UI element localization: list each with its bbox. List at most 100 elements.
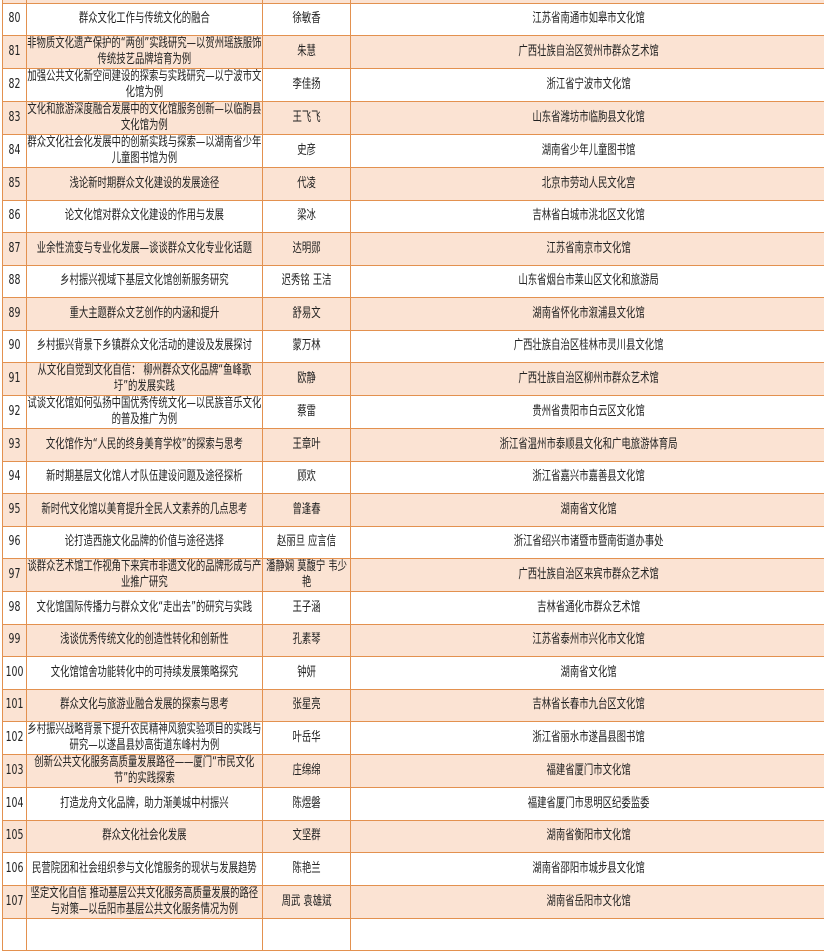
row-number: 99	[3, 632, 26, 648]
author: 朱慧	[263, 44, 350, 60]
paper-title-cell: 非物质文化遗产保护的“两创”实践研究—以贺州瑶族服饰传统技艺品牌培育为例	[27, 36, 263, 69]
author-cell: 蒙万林	[263, 330, 351, 363]
organization: 江苏省泰州市兴化市文化馆	[351, 632, 824, 648]
row-number: 80	[3, 11, 26, 27]
row-number: 106	[3, 861, 26, 877]
organization-cell: 湖南省邵阳市城步县文化馆	[351, 853, 824, 886]
row-number: 96	[3, 534, 26, 550]
author: 王章叶	[263, 437, 350, 453]
row-number-cell: 91	[3, 363, 27, 396]
paper-title-cell: 乡村振兴战略背景下提升农民精神风貌实验项目的实践与研究—以遂昌县妙高街道东峰村为…	[27, 722, 263, 755]
row-number-cell: 102	[3, 722, 27, 755]
author-cell: 曾逢春	[263, 494, 351, 527]
author-cell: 蔡雷	[263, 396, 351, 429]
paper-title: 从文化自觉到文化自信： 柳州群众文化品牌“鱼峰歌圩”的发展实践	[27, 363, 262, 395]
row-number-cell: 81	[3, 36, 27, 69]
paper-title: 新时代文化馆以美育提升全民人文素养的几点思考	[27, 502, 262, 518]
paper-title-cell: 群众文化工作与传统文化的融合	[27, 3, 263, 36]
row-number: 104	[3, 796, 26, 812]
row-number: 83	[3, 110, 26, 126]
author-cell: 赵丽旦 应言信	[263, 526, 351, 559]
organization: 浙江省温州市泰顺县文化和广电旅游体育局	[351, 437, 824, 453]
author: 史彦	[263, 143, 350, 159]
organization-cell: 吉林省白城市洮北区文化馆	[351, 200, 824, 233]
author: 代凌	[263, 176, 350, 192]
row-number-cell: 94	[3, 461, 27, 494]
paper-title-cell: 文化馆作为“人民的终身美育学校”的探索与思考	[27, 429, 263, 462]
author-cell: 张星亮	[263, 689, 351, 722]
author: 庄绵绵	[263, 763, 350, 779]
organization: 浙江省绍兴市诸暨市暨南街道办事处	[351, 534, 824, 550]
paper-title-cell: 创新公共文化服务高质量发展路径——厦门“市民文化节”的实践探索	[27, 755, 263, 788]
row-number-cell: 103	[3, 755, 27, 788]
organization: 福建省厦门市思明区纪委监委	[351, 796, 824, 812]
row-number: 81	[3, 44, 26, 60]
author: 蒙万林	[263, 338, 350, 354]
row-number-cell: 98	[3, 592, 27, 625]
organization-cell: 广西壮族自治区桂林市灵川县文化馆	[351, 330, 824, 363]
paper-title-cell: 文化和旅游深度融合发展中的文化馆服务创新—以临朐县文化馆为例	[27, 102, 263, 135]
organization-cell: 贵州省贵阳市白云区文化馆	[351, 396, 824, 429]
organization: 湖南省岳阳市文化馆	[351, 894, 824, 910]
row-number: 100	[3, 665, 26, 681]
row-number-cell: 105	[3, 820, 27, 853]
paper-title-cell: 加强公共文化新空间建设的探索与实践研究—以宁波市文化馆为例	[27, 69, 263, 102]
organization: 浙江省嘉兴市嘉善县文化馆	[351, 469, 824, 485]
row-number-cell: 92	[3, 396, 27, 429]
author: 陈煜磐	[263, 796, 350, 812]
row-number: 107	[3, 894, 26, 910]
organization-cell: 浙江省嘉兴市嘉善县文化馆	[351, 461, 824, 494]
row-number-cell: 93	[3, 429, 27, 462]
organization: 浙江省丽水市遂昌县图书馆	[351, 730, 824, 746]
author: 赵丽旦 应言信	[263, 534, 350, 550]
row-number: 98	[3, 600, 26, 616]
organization-cell: 湖南省文化馆	[351, 494, 824, 527]
organization: 吉林省白城市洮北区文化馆	[351, 208, 824, 224]
author: 曾逢春	[263, 502, 350, 518]
organization: 江苏省南京市文化馆	[351, 241, 824, 257]
author-cell: 周武 袁雄斌	[263, 885, 351, 918]
organization: 江苏省南通市如皋市文化馆	[351, 11, 824, 27]
paper-title: 群众文化工作与传统文化的融合	[27, 11, 262, 27]
author: 文坚群	[263, 828, 350, 844]
author-cell: 代凌	[263, 168, 351, 201]
author-cell: 庄绵绵	[263, 755, 351, 788]
row-number: 85	[3, 176, 26, 192]
paper-title-cell: 新时期基层文化馆人才队伍建设问题及途径探析	[27, 461, 263, 494]
author-cell	[263, 918, 351, 951]
row-number: 84	[3, 143, 26, 159]
row-number-cell: 84	[3, 135, 27, 168]
row-number: 90	[3, 338, 26, 354]
author-cell: 徐敏香	[263, 3, 351, 36]
row-number-cell: 100	[3, 657, 27, 690]
organization-cell: 广西壮族自治区来宾市群众艺术馆	[351, 559, 824, 592]
organization-cell: 山东省烟台市莱山区文化和旅游局	[351, 265, 824, 298]
organization-cell: 江苏省泰州市兴化市文化馆	[351, 624, 824, 657]
paper-title-cell: 群众文化与旅游业融合发展的探索与思考	[27, 689, 263, 722]
paper-title: 加强公共文化新空间建设的探索与实践研究—以宁波市文化馆为例	[27, 69, 262, 101]
paper-title-cell: 乡村振兴视域下基层文化馆创新服务研究	[27, 265, 263, 298]
author: 蔡雷	[263, 404, 350, 420]
organization-cell: 广西壮族自治区柳州市群众艺术馆	[351, 363, 824, 396]
row-number: 102	[3, 730, 26, 746]
row-number: 88	[3, 273, 26, 289]
paper-title: 新时期基层文化馆人才队伍建设问题及途径探析	[27, 469, 262, 485]
paper-title-cell: 民营院团和社会组织参与文化馆服务的现状与发展趋势	[27, 853, 263, 886]
row-number-cell: 89	[3, 298, 27, 331]
organization: 北京市劳动人民文化宫	[351, 176, 824, 192]
row-number: 101	[3, 697, 26, 713]
